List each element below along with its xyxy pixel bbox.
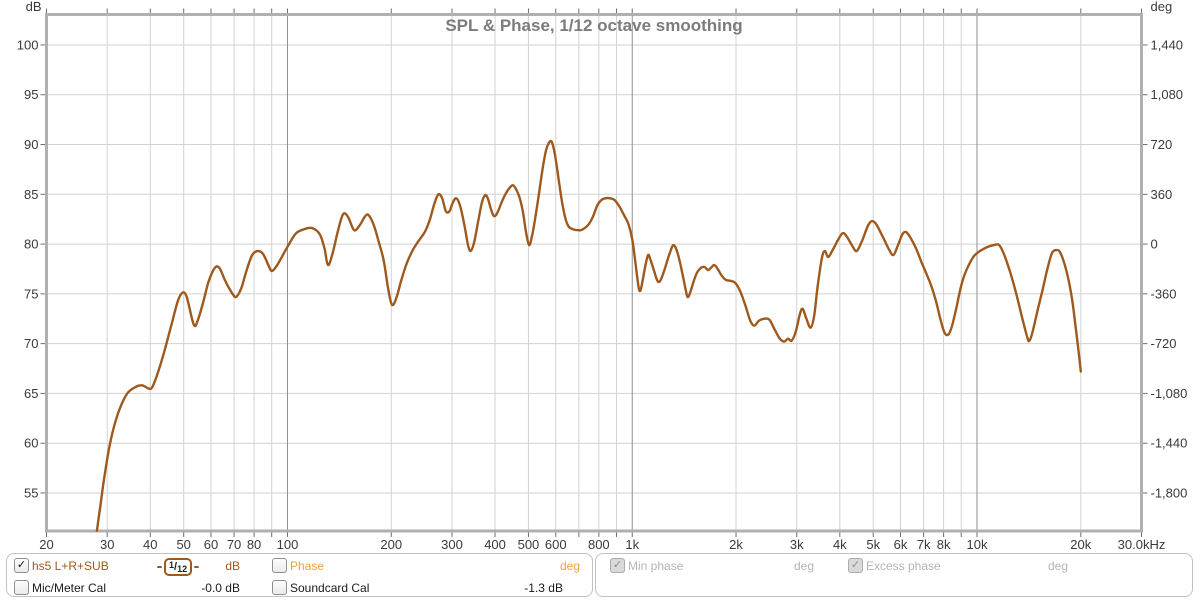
left-axis-unit: dB <box>26 0 42 14</box>
x-tick-label: 10k <box>967 537 988 551</box>
phase-unit: deg <box>559 559 580 573</box>
x-tick-label: 6k <box>894 537 908 551</box>
min-phase-checkbox[interactable]: ✓ <box>610 558 625 573</box>
deg-tick-label: 360 <box>1151 187 1173 202</box>
deg-tick-label: -720 <box>1151 336 1177 351</box>
x-tick-label: 60 <box>204 537 218 551</box>
stepper-minus-icon[interactable] <box>157 566 162 568</box>
x-tick-label: 2k <box>729 537 743 551</box>
x-tick-label: 80 <box>247 537 261 551</box>
x-tick-label: 20k <box>1070 537 1091 551</box>
db-tick-label: 70 <box>24 336 38 351</box>
smoothing-denominator: 12 <box>177 563 188 574</box>
smoothing-badge[interactable]: 1/12 <box>164 558 193 576</box>
measurement-label: hs5 L+R+SUB <box>32 559 109 573</box>
x-tick-label: 30.0kHz <box>1118 537 1166 551</box>
x-tick-label: 400 <box>484 537 506 551</box>
db-tick-label: 95 <box>24 87 38 102</box>
x-tick-label: 5k <box>866 537 880 551</box>
x-tick-label: 50 <box>176 537 190 551</box>
x-tick-label: 200 <box>380 537 402 551</box>
x-tick-label: 8k <box>937 537 951 551</box>
deg-tick-label: 720 <box>1151 137 1173 152</box>
legend-panel-measurement: ✓ hs5 L+R+SUB 1/12 dB Phase deg Mic/Mete… <box>6 553 593 597</box>
db-tick-label: 65 <box>24 386 38 401</box>
mic-meter-cal-value: -0.0 dB <box>201 581 240 595</box>
db-tick-label: 55 <box>24 485 38 500</box>
db-tick-label: 90 <box>24 137 38 152</box>
x-tick-label: 300 <box>441 537 463 551</box>
x-tick-label: 500 <box>518 537 540 551</box>
x-tick-label: 40 <box>143 537 157 551</box>
x-tick-label: 3k <box>790 537 804 551</box>
db-tick-label: 80 <box>24 237 38 252</box>
db-tick-label: 60 <box>24 436 38 451</box>
mic-meter-cal-checkbox[interactable] <box>14 580 29 595</box>
deg-tick-label: 0 <box>1151 237 1158 252</box>
soundcard-cal-label: Soundcard Cal <box>290 581 370 595</box>
x-tick-label: 20 <box>39 537 53 551</box>
excess-phase-checkbox[interactable]: ✓ <box>848 558 863 573</box>
measurement-checkbox[interactable]: ✓ <box>14 558 29 573</box>
mic-meter-cal-label: Mic/Meter Cal <box>32 581 107 595</box>
spl-phase-chart[interactable]: 20 30 40 50 60 70 80 100 200 300 400 500 600 800 1k 2k 3… <box>0 0 1200 551</box>
x-tick-label: 30 <box>100 537 114 551</box>
legend-panel-phase: ✓ Min phase deg ✓ Excess phase deg <box>595 553 1193 597</box>
phase-label: Phase <box>290 559 325 573</box>
spl-trace <box>95 139 1082 532</box>
x-tick-label: 800 <box>588 537 610 551</box>
soundcard-cal-checkbox[interactable] <box>272 580 287 595</box>
x-tick-label: 4k <box>833 537 847 551</box>
stepper-plus-icon[interactable] <box>194 566 200 568</box>
x-tick-label: 100 <box>277 537 299 551</box>
chart-title: SPL & Phase, 1/12 octave smoothing <box>445 16 742 35</box>
min-phase-label: Min phase <box>628 559 684 573</box>
db-tick-label: 85 <box>24 187 38 202</box>
min-phase-unit: deg <box>793 559 814 573</box>
deg-tick-label: -1,800 <box>1151 485 1188 500</box>
smoothing-numerator: 1 <box>169 559 175 570</box>
phase-checkbox[interactable] <box>272 558 287 573</box>
deg-tick-label: 1,440 <box>1151 37 1184 52</box>
deg-tick-label: -1,440 <box>1151 436 1188 451</box>
x-tick-label: 600 <box>545 537 567 551</box>
soundcard-cal-value: -1.3 dB <box>524 581 563 595</box>
deg-tick-label: 1,080 <box>1151 87 1184 102</box>
x-tick-label: 7k <box>917 537 931 551</box>
excess-phase-unit: deg <box>1047 559 1068 573</box>
right-axis-unit: deg <box>1151 0 1173 14</box>
smoothing-stepper[interactable]: 1/12 <box>157 558 200 576</box>
db-tick-label: 75 <box>24 286 38 301</box>
deg-tick-label: -360 <box>1151 286 1177 301</box>
plot-border <box>45 13 1143 533</box>
x-tick-label: 70 <box>227 537 241 551</box>
measurement-unit: dB <box>225 559 240 573</box>
excess-phase-label: Excess phase <box>866 559 941 573</box>
x-tick-label: 1k <box>625 537 639 551</box>
deg-tick-label: -1,080 <box>1151 386 1188 401</box>
db-tick-label: 100 <box>17 37 39 52</box>
